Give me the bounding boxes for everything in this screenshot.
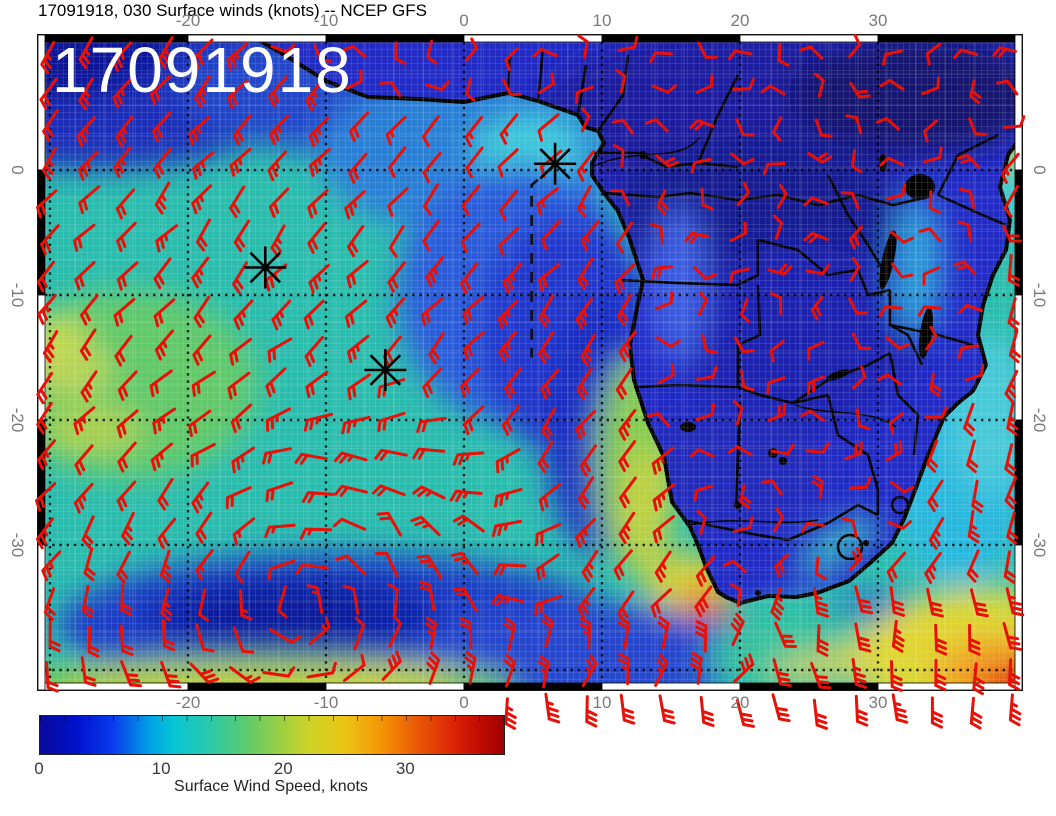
axis-tick-label: -30 bbox=[8, 532, 27, 558]
colorbar-tick-label: 0 bbox=[34, 759, 44, 778]
wind-barb bbox=[771, 693, 791, 723]
wind-map: 17091918 bbox=[35, 34, 1026, 730]
axis-tick-label: 10 bbox=[592, 11, 612, 30]
wind-barb bbox=[504, 697, 517, 730]
wind-barb bbox=[1008, 693, 1022, 727]
colorbar-tick-label: 20 bbox=[273, 759, 293, 778]
wind-barb bbox=[969, 696, 983, 730]
colorbar-tick-label: 30 bbox=[395, 759, 415, 778]
colorbar: 0 10 20 30 Surface Wind Speed, knots bbox=[34, 715, 505, 800]
wind-barb bbox=[619, 693, 636, 725]
datetime-stamp: 17091918 bbox=[52, 34, 353, 106]
axis-tick-label: -10 bbox=[313, 11, 339, 30]
wind-barb bbox=[930, 696, 943, 729]
axis-tick-label: 20 bbox=[730, 693, 750, 712]
axis-tick-label: 20 bbox=[730, 11, 750, 30]
colorbar-label: Surface Wind Speed, knots bbox=[174, 778, 368, 795]
axis-tick-label: -10 bbox=[8, 282, 27, 308]
axis-tick-label: -20 bbox=[8, 407, 27, 433]
axis-tick-label: 0 bbox=[1030, 165, 1049, 175]
wind-barb bbox=[854, 694, 869, 727]
axis-tick-label: 10 bbox=[592, 693, 612, 712]
axis-tick-label: -10 bbox=[313, 693, 339, 712]
lakes bbox=[639, 151, 935, 596]
axis-tick-label: -20 bbox=[175, 11, 201, 30]
colorbar-tick-label: 10 bbox=[151, 759, 171, 778]
wind-barb bbox=[699, 695, 715, 728]
axis-tick-label: 30 bbox=[868, 11, 888, 30]
axis-tick-label: -10 bbox=[1030, 282, 1049, 308]
colorbar-gradient bbox=[39, 715, 505, 755]
axis-tick-label: 0 bbox=[8, 165, 27, 175]
axis-tick-label: -20 bbox=[175, 693, 201, 712]
wind-barb bbox=[544, 692, 561, 724]
wind-speed-field bbox=[38, 35, 1022, 690]
wind-barb bbox=[658, 694, 676, 725]
axis-tick-label: 0 bbox=[459, 693, 469, 712]
map-frame bbox=[37, 34, 1023, 691]
page-title: 17091918, 030 Surface winds (knots) -- N… bbox=[38, 1, 427, 20]
axis-tick-label: -30 bbox=[1030, 532, 1049, 558]
axis-tick-label: 0 bbox=[459, 11, 469, 30]
colorbar-minor-ticks bbox=[40, 716, 504, 721]
axis-tick-label: -20 bbox=[1030, 407, 1049, 433]
wind-barb bbox=[891, 693, 909, 724]
wind-barb bbox=[812, 698, 828, 730]
axis-tick-label: 30 bbox=[868, 693, 888, 712]
